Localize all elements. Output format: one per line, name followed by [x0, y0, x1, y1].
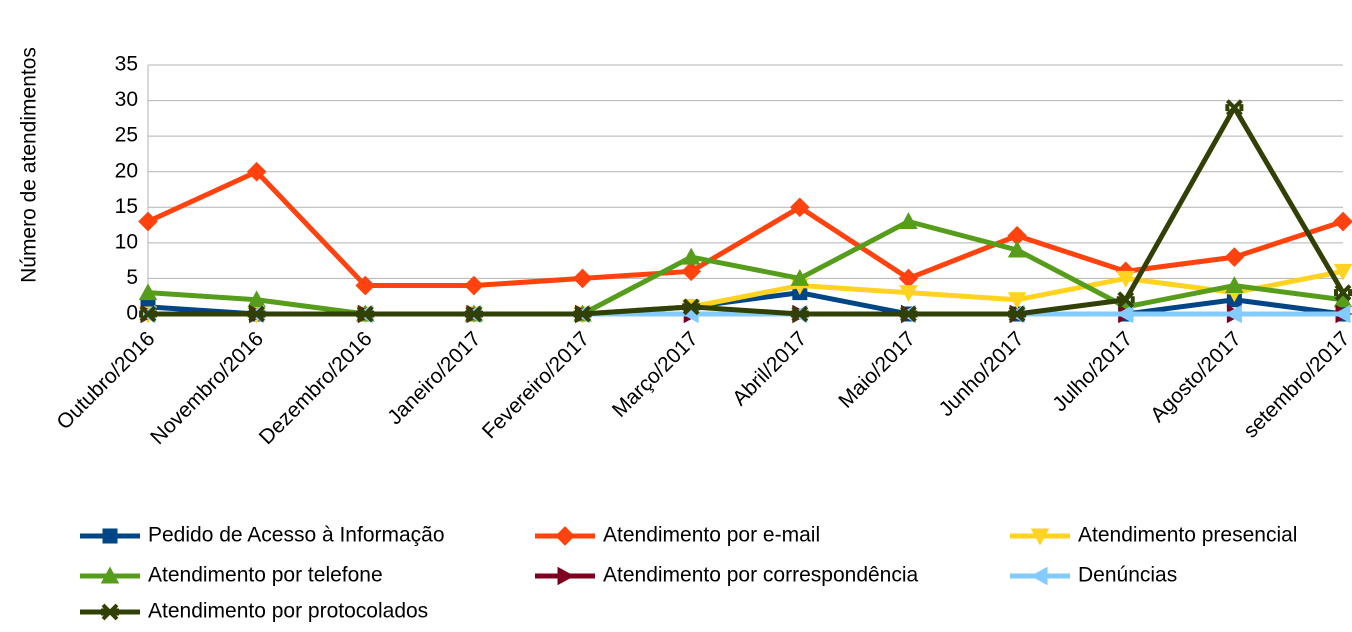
legend-label: Atendimento por protocolados — [148, 600, 428, 623]
x-tick-label: setembro/2017 — [1239, 327, 1352, 442]
legend-label: Atendimento presencial — [1078, 524, 1297, 547]
legend-label: Atendimento por e-mail — [603, 524, 820, 547]
marker — [139, 212, 157, 230]
y-tick-label: 0 — [126, 302, 138, 325]
x-tick-label: Junho/2017 — [935, 327, 1029, 421]
legend-marker — [558, 568, 573, 585]
y-tick-label: 35 — [115, 53, 138, 76]
legend-label: Atendimento por telefone — [148, 564, 383, 587]
marker — [573, 269, 591, 287]
x-tick-label: Abril/2017 — [728, 327, 811, 410]
legend-marker — [103, 529, 117, 543]
legend-marker — [1032, 568, 1047, 585]
legend-label: Pedido de Acesso à Informação — [148, 524, 445, 547]
legend-label: Denúncias — [1078, 564, 1177, 587]
x-tick-label: Maio/2017 — [834, 327, 920, 413]
marker — [465, 276, 483, 294]
x-tick-label: Julho/2017 — [1048, 327, 1137, 416]
y-tick-label: 5 — [126, 266, 138, 289]
x-tick-label: Agosto/2017 — [1146, 327, 1246, 427]
y-tick-label: 15 — [115, 195, 138, 218]
x-tick-label: Março/2017 — [608, 327, 703, 422]
y-tick-label: 20 — [115, 159, 138, 182]
y-tick-label: 30 — [115, 88, 138, 111]
x-tick-label: Outubro/2016 — [52, 327, 159, 434]
chart: Número de atendimentos 0 5 10 15 20 25 30 35 Out… — [0, 0, 1352, 627]
x-tick-label: Dezembro/2016 — [255, 327, 377, 449]
x-tick-label: Fevereiro/2017 — [478, 327, 594, 443]
legend-marker — [556, 527, 574, 545]
marker — [1225, 248, 1243, 266]
y-tick-label: 10 — [115, 230, 138, 253]
y-axis-title: Número de atendimentos — [18, 47, 41, 283]
marker — [1334, 212, 1352, 230]
x-tick-label: Novembro/2016 — [146, 327, 268, 449]
x-tick-label: Janeiro/2017 — [383, 327, 485, 429]
legend-label: Atendimento por correspondência — [603, 564, 919, 587]
y-tick-label: 25 — [115, 124, 138, 147]
